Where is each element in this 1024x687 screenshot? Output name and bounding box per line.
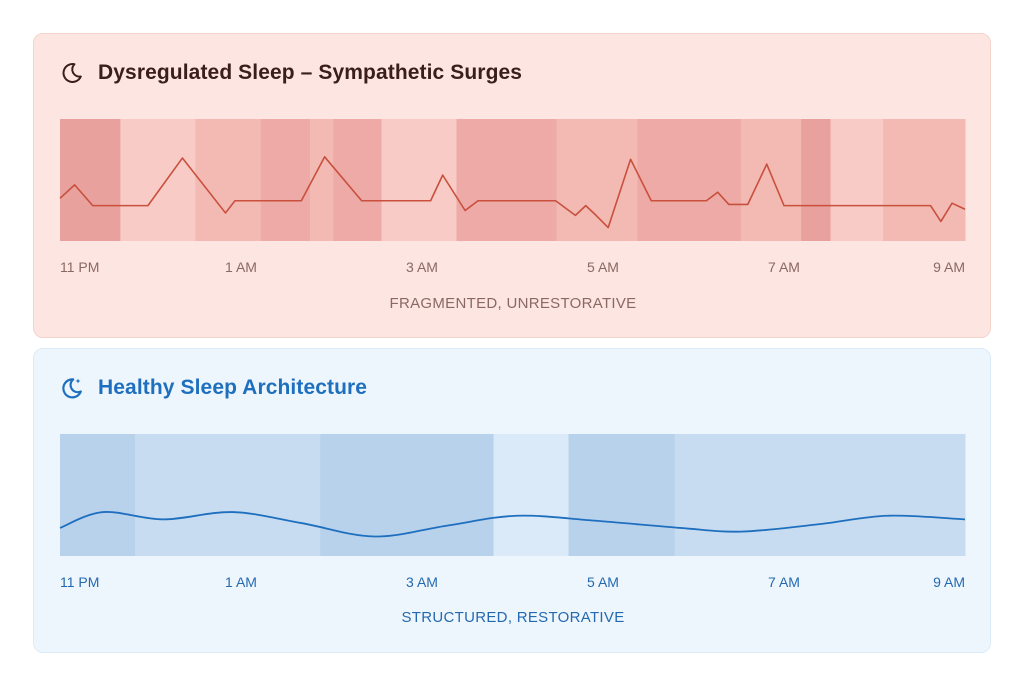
chart-title: Healthy Sleep Architecture [98,376,368,399]
sleep-stage-band-2 [320,434,495,556]
sleep-signal-line [59,511,966,538]
sleep-stage-band-6 [381,119,457,241]
x-tick-label: 7 AM [768,259,800,275]
sleep-stage-band-3 [493,434,570,556]
x-tick-label: 9 AM [933,574,965,590]
moon-icon [62,62,82,83]
sleep-stage-band-5 [333,119,382,241]
chart-caption: STRUCTURED, RESTORATIVE [401,609,625,626]
sleep-stage-band-7 [456,119,557,241]
moon-stars-icon [62,378,82,399]
x-tick-label: 5 AM [587,259,619,275]
x-tick-label: 9 AM [933,259,965,275]
x-tick-label: 1 AM [225,574,257,590]
sleep-signal-line [59,156,966,229]
x-tick-label: 7 AM [768,574,800,590]
sleep-stage-band-4 [309,119,334,241]
x-tick-label: 11 PM [60,574,100,590]
sleep-stage-band-6 [830,434,966,556]
card-header: Healthy Sleep Architecture [60,373,367,403]
sleep-stage-band-3 [260,119,311,241]
sleep-stage-band-0 [60,119,121,241]
x-tick-label: 5 AM [587,574,619,590]
x-tick-label: 11 PM [60,259,100,275]
sleep-stage-band-8 [556,119,638,241]
card-header: Dysregulated Sleep – Sympathetic Surges [60,58,522,88]
sleep-stage-band-9 [637,119,742,241]
sleep-stage-band-4 [568,434,676,556]
sleep-stage-band-5 [674,434,832,556]
x-tick-label: 3 AM [406,574,438,590]
sleep-stage-band-13 [883,119,966,241]
healthy-sleep-card: Healthy Sleep Architecture 11 PM 1 AM 3 AM… [33,348,991,653]
x-tick-label: 1 AM [225,259,257,275]
sleep-stage-band-10 [740,119,802,241]
x-tick-label: 3 AM [406,259,438,275]
healthy-sleep-chart [59,434,966,556]
sleep-stage-band-2 [195,119,262,241]
chart-title: Dysregulated Sleep – Sympathetic Surges [98,61,523,84]
sleep-stage-band-11 [801,119,832,241]
sleep-stage-band-0 [60,434,136,556]
chart-caption: FRAGMENTED, UNRESTORATIVE [389,295,637,312]
sleep-stage-band-12 [830,119,884,241]
sleep-stage-band-1 [134,434,321,556]
sleep-stage-band-1 [120,119,196,241]
dysregulated-sleep-chart [59,119,966,241]
dysregulated-sleep-card: Dysregulated Sleep – Sympathetic Surges … [33,33,991,338]
